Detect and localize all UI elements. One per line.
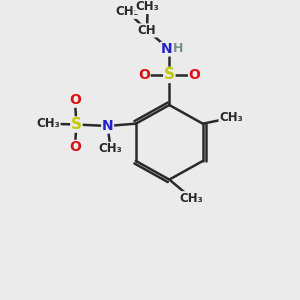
Text: CH₃: CH₃ (219, 111, 243, 124)
Text: O: O (69, 140, 81, 154)
Text: N: N (102, 119, 113, 133)
Text: S: S (164, 68, 175, 82)
Text: CH₃: CH₃ (99, 142, 122, 155)
Text: O: O (189, 68, 200, 82)
Text: H: H (172, 42, 183, 55)
Text: O: O (69, 93, 81, 107)
Text: CH₃: CH₃ (36, 117, 60, 130)
Text: S: S (71, 117, 82, 132)
Text: O: O (138, 68, 150, 82)
Text: CH₃: CH₃ (116, 5, 140, 18)
Text: CH: CH (138, 24, 156, 37)
Text: N: N (160, 42, 172, 56)
Text: CH₃: CH₃ (136, 0, 160, 14)
Text: CH₃: CH₃ (180, 192, 203, 205)
